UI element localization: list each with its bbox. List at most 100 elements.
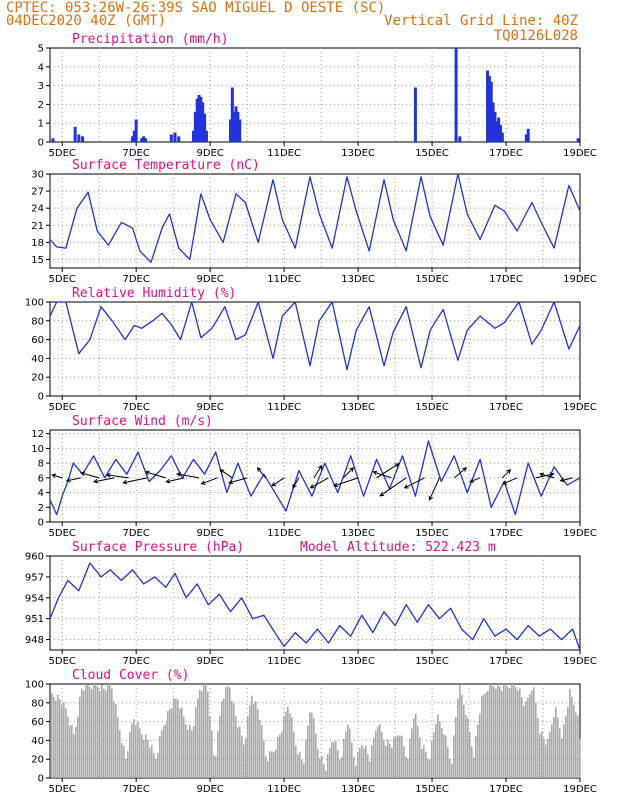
cloud-bar (351, 742, 353, 778)
cloud-bar (71, 724, 73, 778)
cloud-bar (571, 696, 573, 778)
x-tick-label: 19DEC (563, 784, 597, 795)
cloud-bar (315, 733, 317, 778)
wind-arrow (313, 465, 323, 479)
precip-bar (130, 136, 134, 142)
cloud-bar (337, 750, 339, 778)
cloud-bar (423, 745, 425, 778)
cloud-bar (53, 696, 55, 778)
cloud-bar (427, 758, 429, 778)
precip-bar (232, 111, 236, 142)
x-tick-label: 5DEC (49, 274, 76, 285)
cloud-bar (445, 735, 447, 778)
cloud-bar (407, 758, 409, 778)
x-tick-label: 13DEC (341, 402, 375, 413)
x-tick-label: 9DEC (196, 402, 223, 413)
y-tick-label: 15 (31, 255, 44, 266)
cloud-bar (99, 690, 101, 778)
x-tick-label: 17DEC (489, 274, 523, 285)
cloud-bar (227, 686, 229, 778)
x-tick-label: 7DEC (122, 148, 149, 159)
panel-title: Cloud Cover (%) (72, 668, 189, 683)
x-tick-label: 13DEC (341, 784, 375, 795)
cloud-bar (475, 735, 477, 778)
cloud-bar (155, 758, 157, 778)
cloud-bar (267, 761, 269, 778)
precip-bar (236, 111, 240, 142)
cloud-bar (319, 758, 321, 778)
cloud-bar (323, 764, 325, 778)
wind-arrow (376, 463, 399, 479)
series-line (49, 301, 581, 371)
wind-arrow-head (176, 472, 181, 477)
cloud-bar (197, 698, 199, 778)
y-tick-label: 10 (31, 444, 44, 455)
wind-arrow (93, 477, 115, 483)
cloud-bar (217, 731, 219, 778)
cloud-bar (383, 739, 385, 778)
cloud-bar (297, 754, 299, 778)
cloud-bar (391, 747, 393, 778)
x-tick-label: 15DEC (415, 656, 449, 667)
cloud-bar (87, 684, 89, 778)
precip-bar (413, 87, 417, 142)
y-tick-label: 4 (38, 488, 44, 499)
cloud-bar (357, 751, 359, 778)
cloud-bar (479, 713, 481, 778)
cloud-bar (531, 690, 533, 778)
cloud-bar (301, 759, 303, 778)
cloud-bar (439, 721, 441, 778)
precip-bar (203, 113, 207, 142)
cloud-bar (161, 730, 163, 778)
wind-arrow (453, 467, 467, 479)
cloud-bar (395, 736, 397, 778)
cloud-bar (443, 734, 445, 778)
cloud-bar (355, 765, 357, 778)
precip-bar (489, 81, 493, 142)
precip-bar (195, 98, 199, 142)
cloud-bar (101, 684, 103, 778)
cloud-bar (403, 746, 405, 778)
cloud-bar (69, 725, 71, 778)
y-tick-label: 30 (31, 170, 44, 181)
cloud-bar (177, 699, 179, 778)
cloud-bar (281, 731, 283, 778)
y-tick-label: 3 (38, 81, 44, 92)
precip-bar (192, 130, 196, 142)
precip-bar (140, 138, 144, 142)
cloud-bar (463, 704, 465, 778)
cloud-bar (377, 726, 379, 778)
cloud-bar (157, 752, 159, 778)
x-tick-label: 5DEC (49, 784, 76, 795)
cloud-bar (325, 770, 327, 778)
cloud-bar (485, 692, 487, 778)
cloud-bar (195, 707, 197, 778)
y-tick-label: 2 (38, 503, 44, 514)
wind-arrow (257, 467, 267, 479)
precip-bar (201, 102, 205, 142)
cloud-bar (317, 749, 319, 778)
cloud-bar (131, 723, 133, 778)
precip-bar (500, 132, 504, 142)
cloud-bar (153, 753, 155, 778)
y-tick-label: 100 (25, 298, 44, 309)
wind-arrow (271, 477, 285, 487)
cloud-bar (539, 733, 541, 778)
cloud-bar (399, 735, 401, 778)
x-tick-label: 11DEC (267, 402, 301, 413)
precip-bar (524, 134, 528, 142)
cloud-bar (221, 701, 223, 778)
y-tick-label: 20 (31, 755, 44, 766)
cloud-bar (327, 754, 329, 778)
cloud-bar (329, 748, 331, 778)
panel-frame (49, 173, 581, 269)
wind-arrow (535, 473, 554, 479)
y-tick-label: 12 (31, 429, 44, 440)
cloud-bar (307, 725, 309, 778)
cloud-bar (401, 735, 403, 778)
header-grid-line: Vertical Grid Line: 40Z (384, 13, 578, 29)
y-tick-label: 18 (31, 238, 44, 249)
cloud-bar (453, 735, 455, 778)
y-tick-label: 100 (25, 680, 44, 691)
cloud-bar (321, 756, 323, 778)
